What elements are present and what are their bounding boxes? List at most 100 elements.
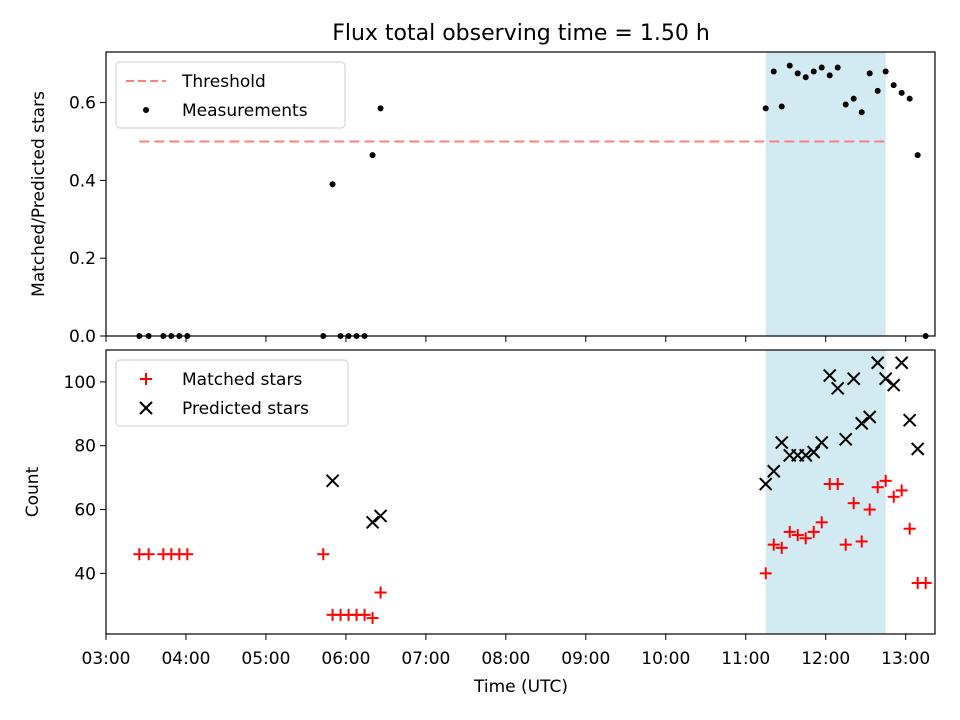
bottom-series-predicted-stars-point <box>799 448 813 463</box>
top-series-measurements-point <box>818 64 825 71</box>
bottom-series-predicted-stars-point <box>878 372 893 386</box>
bottom-series-predicted-stars-point <box>838 432 853 447</box>
x-tick-label: 08:00 <box>481 649 530 669</box>
bottom-series-matched-stars-point <box>871 481 884 494</box>
bottom-y-tick-label: 40 <box>74 564 96 584</box>
bottom-series-matched-stars-point <box>847 497 860 510</box>
bottom-series-matched-stars-point <box>358 608 371 621</box>
x-tick-label: 03:00 <box>82 649 131 669</box>
bottom-series-matched-stars-point <box>767 538 780 551</box>
top-shaded-interval <box>765 52 886 336</box>
bottom-series-predicted-stars-point <box>373 509 388 523</box>
x-tick-label: 07:00 <box>401 649 450 669</box>
top-series-measurements-point <box>786 62 793 69</box>
x-marker-b <box>830 381 845 395</box>
top-series-measurements-point <box>770 68 777 75</box>
top-y-tick-label: 0.2 <box>69 249 96 269</box>
top-y-tick-label: 0.6 <box>69 94 96 114</box>
bottom-series-matched-stars-point <box>366 612 379 625</box>
bottom-y-tick-label: 100 <box>64 373 96 393</box>
top-series-measurements-point <box>369 152 376 159</box>
top-series-measurements-point <box>914 152 921 159</box>
bottom-legend: Matched stars Predicted stars <box>115 359 349 427</box>
x-tick-label: 12:00 <box>801 649 850 669</box>
bottom-series-matched-stars-point <box>815 516 828 529</box>
x-marker-b <box>799 448 813 463</box>
x-tick-label: 11:00 <box>721 649 770 669</box>
top-legend: Threshold Measurements <box>115 61 346 129</box>
x-marker-b <box>854 416 869 431</box>
x-marker-b <box>767 464 781 478</box>
top-series-measurements-point <box>802 74 809 81</box>
bottom-series-matched-stars-point <box>855 535 868 548</box>
bottom-series-matched-stars-point <box>879 474 892 487</box>
x-marker-b <box>846 372 861 386</box>
legend-frame <box>115 61 346 129</box>
x-marker-b <box>878 372 893 386</box>
bottom-series-matched-stars-point <box>791 529 804 542</box>
legend-x-b <box>139 401 153 415</box>
top-series-measurements-point <box>778 103 785 110</box>
top-series-measurements-point <box>898 89 905 96</box>
top-series-measurements-point <box>858 109 865 116</box>
top-series-measurements-point <box>810 68 817 75</box>
bottom-series-matched-stars-point <box>374 586 387 599</box>
x-tick-label: 09:00 <box>561 649 610 669</box>
bottom-y-axis-label: Count <box>23 466 43 517</box>
x-marker-b <box>365 515 380 530</box>
bottom-series-matched-stars-point <box>839 538 852 551</box>
top-axes-frame <box>105 51 936 337</box>
bottom-series-predicted-stars-point <box>807 445 821 459</box>
x-marker-b <box>807 445 821 459</box>
legend-frame <box>115 359 349 427</box>
top-series-measurements-point <box>874 87 881 94</box>
bottom-series-predicted-stars-point <box>759 477 773 491</box>
x-marker-b <box>815 435 829 450</box>
top-series-measurements-point <box>850 95 857 102</box>
x-marker-b <box>759 477 773 491</box>
x-marker-b <box>862 410 877 424</box>
bottom-series-predicted-stars-point <box>854 416 869 431</box>
bottom-series-matched-stars-point <box>317 548 330 561</box>
top-series-measurements-point <box>834 64 841 71</box>
bottom-series-predicted-stars-point <box>815 435 829 450</box>
bottom-series-predicted-stars-point <box>830 381 845 395</box>
legend-entry: Predicted stars <box>139 399 309 419</box>
top-series-measurements-point <box>794 70 801 77</box>
bottom-axes-frame <box>105 349 936 635</box>
bottom-series-predicted-stars-point <box>902 413 917 427</box>
bottom-panel: 40 60 80 100 03:00 04:00 05:00 06:00 07:00 08:00 0… <box>64 349 936 669</box>
bottom-series-predicted-stars-point <box>823 368 837 383</box>
chart-title: Flux total observing time = 1.50 h <box>332 21 710 46</box>
bottom-series-matched-stars-point <box>863 503 876 516</box>
x-marker-b <box>870 356 885 370</box>
bottom-series-predicted-stars-point <box>767 464 781 478</box>
x-marker-b <box>894 356 909 370</box>
x-tick-label: 06:00 <box>321 649 370 669</box>
bottom-series-matched-stars-point <box>919 576 932 589</box>
bottom-series-predicted-stars-point <box>886 378 901 392</box>
x-tick-label: 04:00 <box>161 649 210 669</box>
bottom-series-matched-stars-point <box>181 548 194 561</box>
bottom-series-matched-stars-point <box>831 478 844 491</box>
x-axis-label: Time (UTC) <box>473 677 568 697</box>
bottom-shaded-interval <box>765 350 886 634</box>
top-series-measurements-point <box>329 181 336 188</box>
bottom-series-matched-stars-point <box>887 490 900 503</box>
bottom-series-predicted-stars-point <box>325 474 340 488</box>
x-marker-b <box>886 378 901 392</box>
bottom-series-matched-stars-point <box>759 567 772 580</box>
legend-label: Measurements <box>182 101 308 121</box>
bottom-series-matched-stars-point <box>799 532 812 545</box>
bottom-series-predicted-stars-point <box>365 515 380 530</box>
top-series-measurements-point <box>826 72 833 79</box>
bottom-series-matched-stars-point <box>895 484 908 497</box>
top-series-measurements-point <box>882 68 889 75</box>
legend-entry: Measurements <box>143 101 308 121</box>
bottom-series-matched-stars-point <box>783 525 796 538</box>
legend-entry: Threshold <box>126 72 266 92</box>
x-tick-label: 10:00 <box>641 649 690 669</box>
bottom-y-tick-label: 60 <box>74 501 96 521</box>
top-series-measurements-point <box>866 70 873 77</box>
